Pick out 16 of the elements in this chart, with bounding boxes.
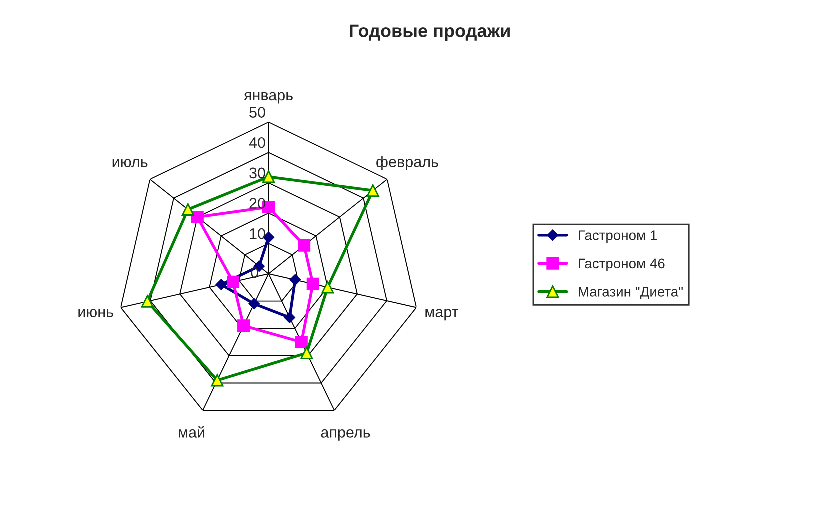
spoke-label: июнь <box>78 309 114 318</box>
spoke-label: июль <box>112 159 148 168</box>
legend-label: Гастроном 46 <box>579 258 665 272</box>
y-tick-label: 30 <box>250 168 266 179</box>
spoke-label: май <box>179 426 205 438</box>
y-tick-label: 10 <box>250 228 266 240</box>
spoke-label: апрель <box>321 430 370 441</box>
chart-title: Годовые продажи <box>350 24 510 41</box>
legend-label: Магазин "Диета" <box>579 287 683 300</box>
legend-label: Гастроном 1 <box>579 230 657 244</box>
spoke-label: январь <box>244 92 293 104</box>
spoke-label: март <box>426 309 459 321</box>
y-tick-label: 40 <box>249 137 266 148</box>
y-tick-label: 50 <box>250 107 266 118</box>
y-tick-label: 0 <box>251 267 258 278</box>
spoke-label: февраль <box>376 156 438 170</box>
